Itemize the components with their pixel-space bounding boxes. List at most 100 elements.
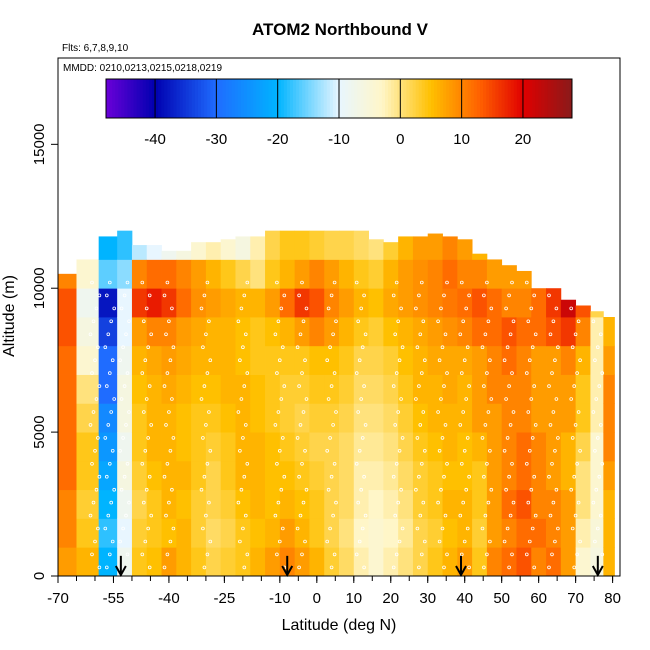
heatmap-cell — [117, 403, 133, 433]
colorbar-segment — [421, 79, 426, 118]
track-point — [332, 371, 337, 375]
heatmap-cell — [603, 345, 615, 375]
x-tick-label: 40 — [456, 590, 473, 607]
x-tick-label: 20 — [382, 590, 399, 607]
colorbar-segment — [253, 79, 257, 118]
track-point — [202, 474, 207, 479]
heatmap-cell — [58, 288, 77, 318]
track-point — [508, 332, 513, 337]
track-point — [93, 539, 97, 544]
track-point — [502, 448, 507, 453]
heatmap-cell — [383, 259, 399, 289]
colorbar-segment — [526, 79, 530, 118]
heatmap-cell — [531, 489, 547, 519]
track-point — [105, 565, 109, 570]
track-point — [465, 436, 470, 440]
heatmap-cell — [501, 403, 517, 433]
track-point — [357, 539, 362, 544]
heatmap-cell — [412, 345, 429, 375]
track-point — [459, 371, 464, 375]
track-point — [397, 539, 402, 544]
track-point — [90, 461, 94, 466]
colorbar-segment — [302, 79, 306, 118]
colorbar-segment — [320, 79, 325, 118]
track-point — [572, 474, 576, 479]
colorbar-segment — [394, 79, 398, 118]
track-point — [459, 461, 464, 466]
colorbar-segment — [118, 79, 122, 118]
heatmap-cell — [560, 403, 577, 433]
heatmap-cell — [603, 317, 615, 347]
track-point — [533, 332, 538, 337]
colorbar-segment — [155, 79, 159, 118]
track-point — [417, 474, 421, 479]
heatmap-cell — [220, 259, 236, 289]
track-point — [112, 487, 116, 492]
heatmap-cell — [442, 489, 458, 519]
track-point — [164, 423, 168, 427]
colorbar-segment — [308, 79, 312, 118]
track-point — [482, 293, 486, 298]
track-point — [325, 448, 330, 453]
colorbar-segment — [339, 79, 343, 118]
track-point — [121, 436, 125, 440]
track-point — [533, 423, 538, 427]
track-point — [147, 293, 152, 298]
track-point — [241, 436, 245, 440]
heatmap-cell — [279, 489, 296, 519]
heatmap-cell — [191, 432, 207, 462]
heatmap-cell — [294, 345, 310, 375]
track-point — [532, 293, 536, 298]
heatmap-cell — [516, 518, 532, 548]
heatmap-cell — [546, 460, 562, 491]
heatmap-cell — [383, 374, 399, 404]
heatmap-cell — [398, 317, 414, 347]
track-point — [282, 293, 287, 298]
heatmap-cell — [294, 547, 310, 577]
heatmap-cell — [383, 288, 399, 318]
heatmap-cell — [309, 432, 325, 462]
track-point — [510, 371, 514, 375]
heatmap-cell — [235, 547, 251, 577]
heatmap-cell — [531, 518, 547, 548]
track-point — [304, 487, 309, 492]
colorbar-segment — [430, 79, 435, 118]
track-point — [570, 345, 575, 350]
colorbar-segment — [222, 79, 227, 118]
track-point — [277, 358, 282, 363]
track-point — [569, 487, 573, 492]
track-point — [297, 565, 301, 570]
colorbar-segment — [127, 79, 132, 118]
track-point — [91, 319, 96, 324]
track-point — [142, 500, 146, 505]
heatmap-cell — [279, 288, 296, 318]
heatmap-cell — [191, 259, 207, 289]
heatmap-cell — [220, 432, 236, 462]
colorbar-segment — [142, 79, 147, 118]
heatmap-cell — [501, 547, 517, 577]
heatmap-cell — [176, 317, 192, 347]
track-point — [108, 371, 112, 375]
track-point — [486, 410, 491, 414]
track-point — [600, 371, 605, 375]
heatmap-cell — [205, 489, 222, 519]
track-point — [397, 448, 402, 453]
track-point — [122, 293, 127, 298]
heatmap-cell — [279, 460, 296, 491]
heatmap-cell — [131, 259, 148, 289]
heatmap-cell — [368, 374, 384, 404]
track-point — [507, 565, 511, 570]
heatmap-cell — [590, 311, 604, 318]
track-point — [436, 410, 440, 414]
track-point — [88, 332, 93, 337]
track-point — [119, 487, 124, 492]
track-point — [124, 513, 128, 518]
track-point — [282, 474, 287, 479]
track-point — [242, 474, 247, 479]
track-point — [526, 500, 531, 505]
track-point — [443, 332, 448, 337]
heatmap-cell — [131, 288, 148, 318]
heatmap-cell — [516, 489, 532, 519]
heatmap-cell — [235, 317, 251, 347]
heatmap-cell — [294, 489, 310, 519]
